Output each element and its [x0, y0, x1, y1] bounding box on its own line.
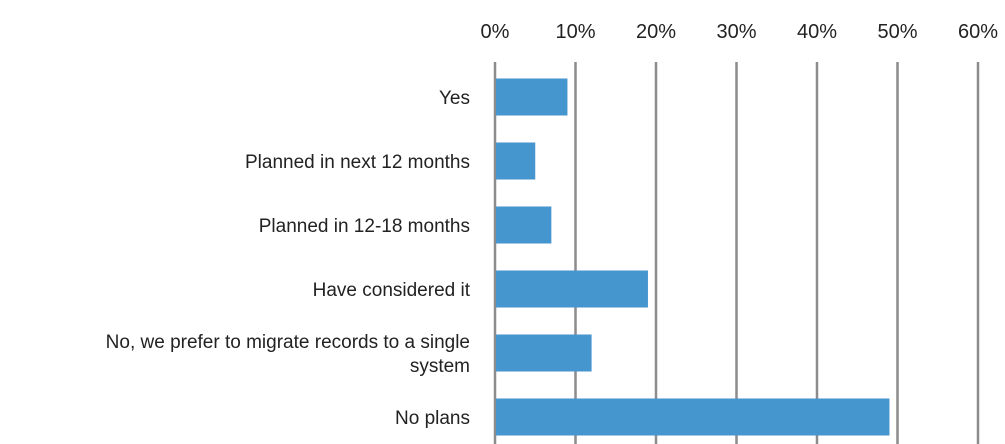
x-tick-label: 10%: [555, 21, 595, 43]
bar: [496, 142, 536, 180]
category-labels: Yes Planned in next 12 months Planned in 1…: [106, 88, 471, 429]
category-label-line: No plans: [395, 408, 470, 429]
category-label: Planned in next 12 months: [245, 152, 470, 173]
bar: [496, 270, 648, 308]
category-label: Planned in 12-18 months: [259, 216, 470, 237]
category-label-line: No, we prefer to migrate records to a si…: [106, 332, 470, 353]
category-label-line: Planned in 12-18 months: [259, 216, 470, 237]
category-label: Have considered it: [313, 280, 471, 301]
x-tick-label: 0%: [481, 21, 510, 43]
x-tick-label: 20%: [636, 21, 676, 43]
category-label-line: Yes: [439, 88, 470, 109]
bar: [496, 78, 568, 116]
category-label: No plans: [395, 408, 470, 429]
x-axis-tick-labels: 0% 10% 20% 30% 40% 50% 60%: [481, 21, 999, 43]
x-tick-label: 60%: [958, 21, 998, 43]
x-tick-label: 50%: [877, 21, 917, 43]
bar: [496, 334, 592, 372]
category-label-line: system: [410, 356, 470, 377]
bars: [496, 78, 890, 436]
category-label-line: Have considered it: [313, 280, 471, 301]
grid-lines: [493, 62, 980, 444]
x-tick-label: 30%: [716, 21, 756, 43]
bar: [496, 206, 552, 244]
category-label: No, we prefer to migrate records to a si…: [106, 332, 470, 377]
bar: [496, 398, 890, 436]
category-label-line: Planned in next 12 months: [245, 152, 470, 173]
x-tick-label: 40%: [797, 21, 837, 43]
category-label: Yes: [439, 88, 470, 109]
